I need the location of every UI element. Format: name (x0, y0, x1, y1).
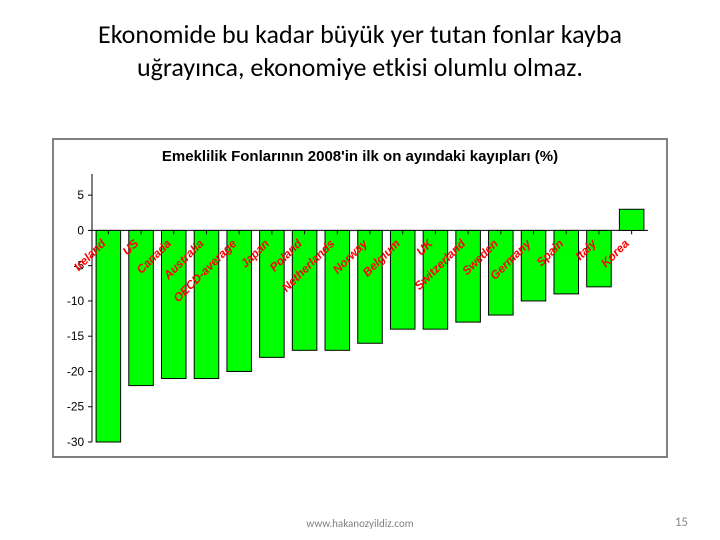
bar (619, 209, 644, 230)
plot-area: -30-25-20-15-10-505IrelandUSCanadaAustra… (92, 174, 648, 442)
page-headline: Ekonomide bu kadar büyük yer tutan fonla… (50, 18, 670, 83)
chart-title: Emeklilik Fonlarının 2008'in ilk on ayın… (54, 148, 666, 165)
ytick-label: -25 (67, 400, 85, 414)
ytick-label: -30 (67, 435, 85, 449)
ytick-label: -15 (67, 329, 85, 343)
footer-url: www.hakanozyildiz.com (0, 517, 720, 530)
page-number: 15 (675, 515, 688, 530)
slide: { "headline": "Ekonomide bu kadar büyük … (0, 0, 720, 540)
ytick-label: 0 (77, 223, 84, 237)
chart-container: Emeklilik Fonlarının 2008'in ilk on ayın… (52, 138, 668, 458)
bar (96, 230, 121, 442)
ytick-label: 5 (77, 188, 84, 202)
ytick-label: -20 (67, 364, 85, 378)
ytick-label: -10 (67, 294, 85, 308)
bar-chart-svg: -30-25-20-15-10-505IrelandUSCanadaAustra… (92, 174, 648, 442)
